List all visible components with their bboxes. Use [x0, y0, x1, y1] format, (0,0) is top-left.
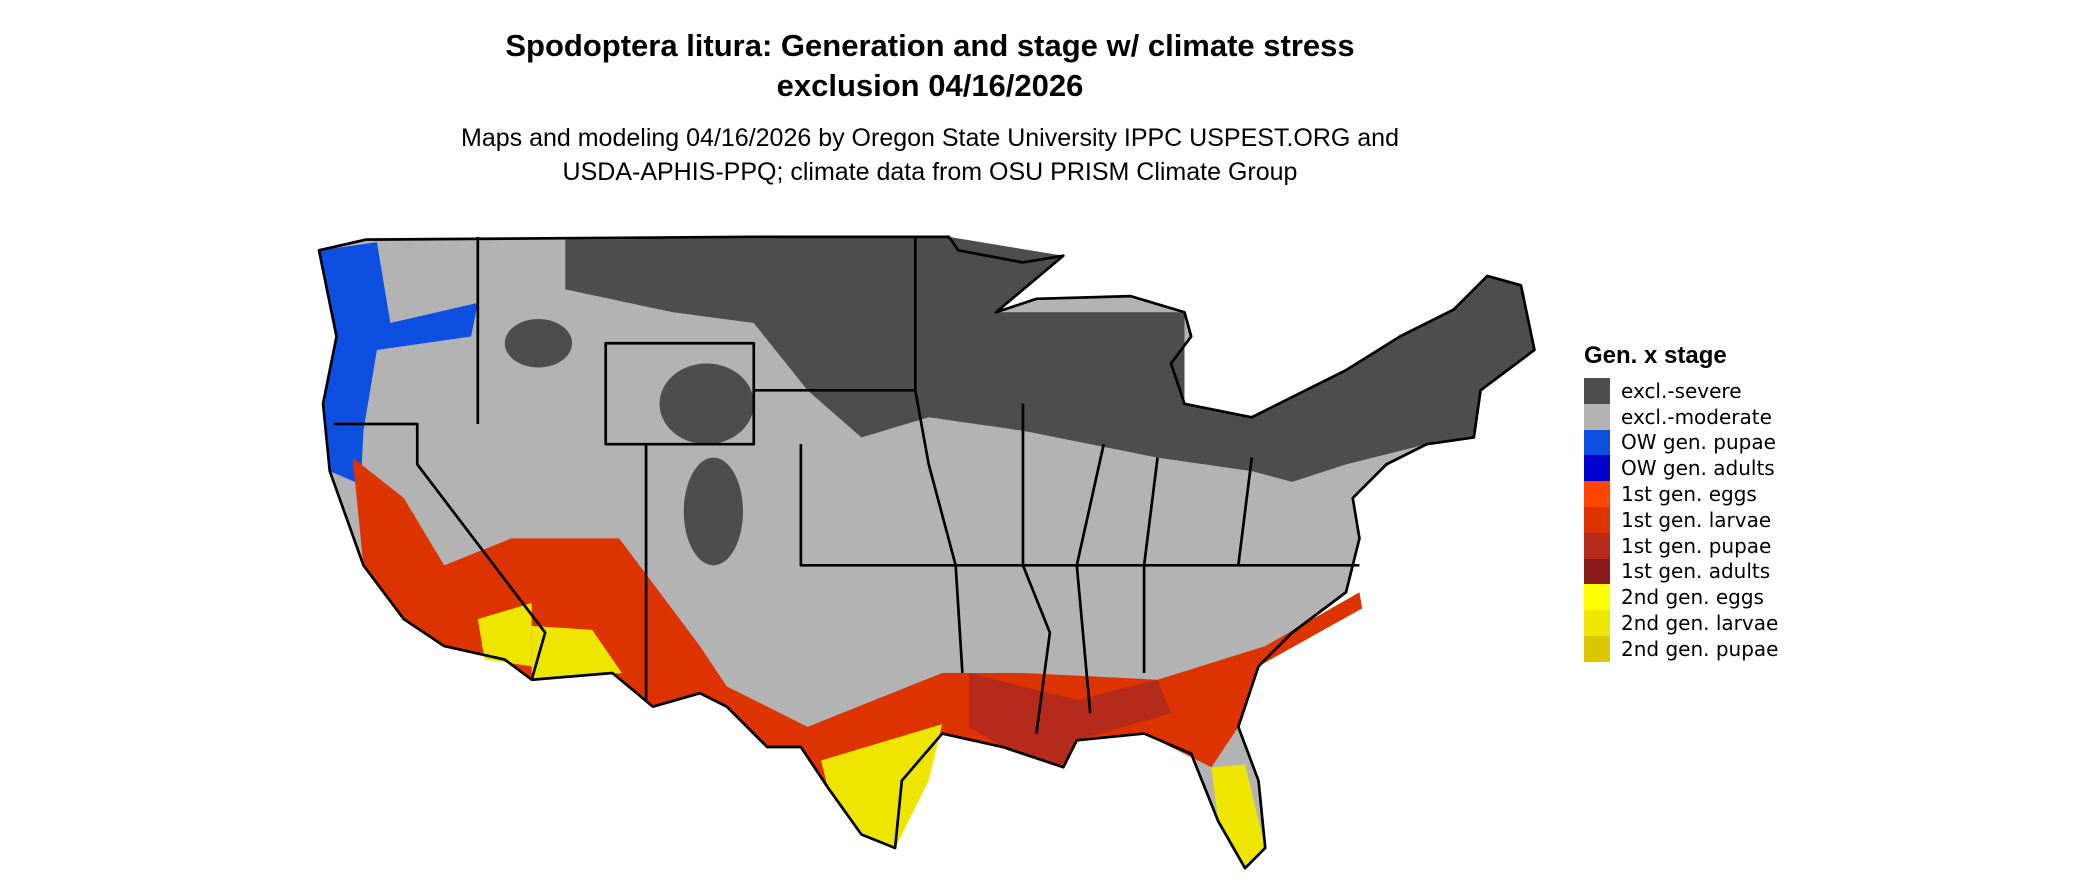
- legend-label: OW gen. pupae: [1621, 430, 1776, 455]
- title: exclusion 04/16/2026: [776, 68, 1084, 103]
- legend-swatch: [1584, 455, 1610, 482]
- legend-label: excl.-severe: [1621, 378, 1742, 403]
- region: [683, 457, 743, 566]
- legend-label: 2nd gen. eggs: [1621, 585, 1764, 610]
- subtitle: USDA-APHIS-PPQ; climate data from OSU PR…: [562, 158, 1298, 186]
- legend-item: 1st gen. eggs: [1584, 481, 1778, 507]
- legend-label: 1st gen. larvae: [1621, 507, 1772, 532]
- subtitle: Maps and modeling 04/16/2026 by Oregon S…: [461, 124, 1399, 152]
- region: [477, 603, 532, 667]
- legend-item: 2nd gen. eggs: [1584, 584, 1778, 611]
- us-map: [317, 235, 1536, 870]
- legend-item: excl.-moderate: [1584, 403, 1778, 430]
- region: [352, 457, 1363, 848]
- legend-item: 2nd gen. pupae: [1584, 635, 1779, 662]
- region: [504, 319, 573, 368]
- legend-items: excl.-severe excl.-moderate OW gen. pupae O…: [1584, 378, 1778, 662]
- legend-item: 1st gen. larvae: [1584, 506, 1778, 533]
- legend-item: 1st gen. pupae: [1584, 532, 1778, 559]
- legend-swatch: [1584, 429, 1610, 456]
- region: [659, 363, 754, 445]
- title: Spodoptera litura: Generation and stage …: [505, 28, 1355, 63]
- legend-swatch: [1584, 378, 1610, 404]
- legend: Gen. x stage excl.-severe excl.-moderate O…: [1584, 342, 1778, 662]
- legend-item: 1st gen. adults: [1584, 558, 1778, 585]
- legend-swatch: [1584, 584, 1610, 611]
- legend-label: 1st gen. adults: [1621, 559, 1771, 584]
- legend-item: OW gen. pupae: [1584, 429, 1778, 456]
- legend-swatch: [1584, 558, 1610, 585]
- legend-label: 2nd gen. larvae: [1621, 611, 1779, 636]
- legend-item: 2nd gen. larvae: [1584, 610, 1778, 636]
- legend-swatch: [1584, 532, 1610, 559]
- region: [531, 625, 622, 680]
- legend-swatch: [1584, 403, 1610, 430]
- legend-item: excl.-severe: [1584, 378, 1778, 404]
- legend-swatch: [1584, 506, 1610, 533]
- legend-item: OW gen. adults: [1584, 455, 1778, 482]
- legend-swatch: [1584, 610, 1610, 636]
- region: [969, 673, 1172, 768]
- state-borders: [317, 235, 1536, 870]
- legend-label: 1st gen. eggs: [1621, 482, 1757, 507]
- legend-swatch: [1584, 635, 1610, 662]
- legend-swatch: [1584, 481, 1610, 507]
- region: [821, 724, 943, 848]
- legend-label: 2nd gen. pupae: [1621, 636, 1779, 661]
- legend-label: OW gen. adults: [1621, 456, 1775, 481]
- region: [565, 236, 1535, 482]
- legend-label: excl.-moderate: [1621, 404, 1772, 429]
- legend-label: 1st gen. pupae: [1621, 533, 1772, 558]
- region: [1211, 764, 1266, 869]
- legend-title: Gen. x stage: [1584, 342, 1727, 369]
